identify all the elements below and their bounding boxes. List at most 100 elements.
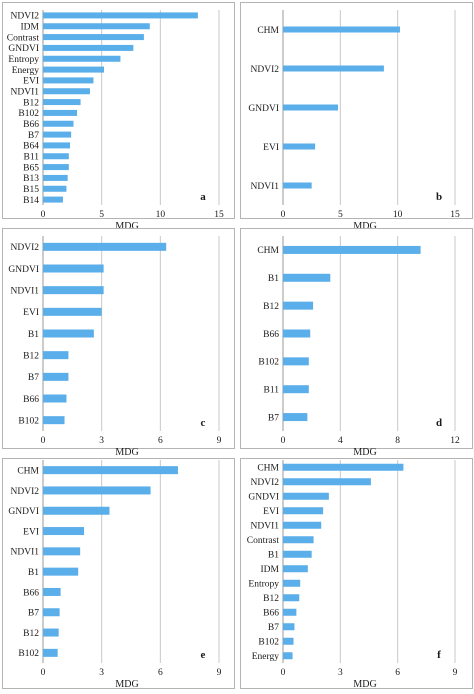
bar bbox=[43, 506, 110, 515]
category-label: CHM bbox=[257, 464, 279, 474]
bar bbox=[43, 44, 134, 51]
x-tick-label: 8 bbox=[395, 436, 400, 446]
x-tick-label: 0 bbox=[41, 668, 46, 678]
bar bbox=[43, 77, 94, 84]
category-label: Contrast bbox=[7, 33, 40, 43]
panel-frame bbox=[2, 458, 235, 689]
bar bbox=[283, 143, 316, 150]
bar bbox=[43, 628, 59, 637]
bar bbox=[43, 351, 69, 360]
category-label: IDM bbox=[261, 565, 280, 575]
bar bbox=[43, 608, 60, 617]
panel-frame bbox=[240, 2, 473, 219]
bar bbox=[283, 182, 312, 189]
bar bbox=[43, 109, 78, 116]
chart-panel-e: 0 3 6 9 CHM NDVI2 GNDVI EVI NDVI1 B1 B66 B7 B12 B102 M… bbox=[2, 458, 235, 690]
chart-panel-f: 0 3 6 9 CHM NDVI2 GNDVI EVI NDVI1 Contrast B1 IDM En… bbox=[240, 458, 473, 690]
category-label: B102 bbox=[18, 416, 39, 426]
bar bbox=[43, 164, 69, 171]
bar bbox=[283, 507, 324, 515]
bar bbox=[43, 286, 104, 295]
category-label: EVI bbox=[23, 527, 39, 537]
category-label: Energy bbox=[252, 652, 280, 662]
category-label: B11 bbox=[24, 153, 40, 163]
category-label: B66 bbox=[23, 395, 39, 405]
category-label: B66 bbox=[263, 609, 279, 619]
x-tick-label: 6 bbox=[158, 436, 163, 446]
bar bbox=[43, 174, 68, 181]
x-tick-label: 10 bbox=[393, 210, 403, 220]
bar bbox=[283, 357, 309, 366]
bar bbox=[43, 55, 121, 62]
x-tick-label: 0 bbox=[41, 436, 46, 446]
bar bbox=[43, 567, 79, 576]
category-label: CHM bbox=[257, 246, 279, 256]
bar bbox=[43, 466, 178, 475]
bar bbox=[283, 26, 400, 33]
x-axis-title: MDG bbox=[353, 221, 376, 232]
category-label: EVI bbox=[263, 143, 279, 153]
category-label: B7 bbox=[28, 373, 39, 383]
category-label: B1 bbox=[28, 330, 39, 340]
category-label: NDVI1 bbox=[251, 522, 280, 532]
x-axis-title: MDG bbox=[353, 447, 376, 458]
bar bbox=[283, 329, 311, 338]
category-label: Entropy bbox=[248, 580, 279, 590]
x-tick-label: 5 bbox=[99, 210, 104, 220]
bar bbox=[283, 65, 384, 72]
bar bbox=[283, 521, 322, 529]
category-label: B1 bbox=[28, 568, 39, 578]
bar bbox=[43, 23, 150, 30]
category-label: NDVI2 bbox=[251, 65, 280, 75]
category-label: EVI bbox=[263, 507, 279, 517]
bar bbox=[43, 131, 72, 138]
category-label: B7 bbox=[28, 131, 39, 141]
x-tick-label: 3 bbox=[338, 668, 343, 678]
bar bbox=[43, 34, 144, 41]
x-tick-label: 5 bbox=[338, 210, 343, 220]
category-label: NDVI2 bbox=[11, 12, 40, 22]
x-tick-label: 3 bbox=[99, 436, 104, 446]
category-label: EVI bbox=[23, 77, 39, 87]
bar bbox=[43, 66, 105, 73]
x-axis-title: MDG bbox=[353, 679, 376, 690]
bar bbox=[43, 648, 58, 657]
category-label: NDVI2 bbox=[11, 487, 40, 497]
category-label: B102 bbox=[18, 649, 39, 659]
bar bbox=[283, 104, 339, 111]
bar bbox=[283, 565, 308, 573]
category-label: NDVI2 bbox=[11, 243, 40, 253]
chart-panel-b: 0 5 10 15 CHM NDVI2 GNDVI EVI NDVI1 MDG b bbox=[240, 2, 473, 232]
bar bbox=[43, 547, 81, 556]
bar bbox=[43, 416, 65, 425]
category-label: NDVI1 bbox=[11, 548, 40, 558]
panel-letter: c bbox=[201, 417, 206, 429]
bar bbox=[283, 478, 371, 486]
panel-letter: e bbox=[201, 649, 206, 661]
bar bbox=[43, 264, 104, 273]
panel-frame bbox=[2, 2, 235, 219]
chart-panel-a: 0 5 10 15 NDVI2IDMContrastGNDVIEntropyEnergy… bbox=[2, 2, 235, 232]
bar bbox=[43, 88, 90, 95]
panel-letter: a bbox=[200, 191, 206, 203]
category-label: B102 bbox=[258, 358, 279, 368]
category-label: B7 bbox=[268, 623, 279, 633]
bar bbox=[43, 329, 94, 338]
bar bbox=[43, 307, 102, 316]
category-label: B7 bbox=[28, 609, 39, 619]
bar bbox=[283, 463, 404, 471]
x-tick-label: 15 bbox=[450, 210, 460, 220]
category-label: B12 bbox=[263, 302, 279, 312]
category-label: B12 bbox=[23, 351, 39, 361]
x-tick-label: 3 bbox=[99, 668, 104, 678]
category-label: B1 bbox=[268, 274, 279, 284]
bar bbox=[43, 185, 67, 192]
category-label: NDVI1 bbox=[251, 182, 280, 192]
panel-letter: b bbox=[436, 191, 442, 203]
category-label: B13 bbox=[23, 174, 39, 184]
x-tick-label: 4 bbox=[338, 436, 343, 446]
category-label: B66 bbox=[23, 588, 39, 598]
category-label: Entropy bbox=[8, 55, 39, 65]
category-label: B12 bbox=[23, 629, 39, 639]
bar bbox=[43, 142, 70, 149]
